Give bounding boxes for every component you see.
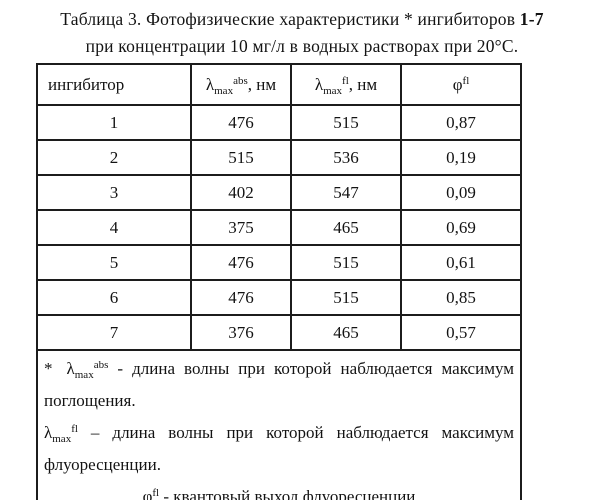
lambda-sub: max [323, 84, 343, 97]
cell-lambda-fl: 515 [290, 279, 402, 316]
cell-lambda-fl: 465 [290, 314, 402, 351]
footnote-abs-text: - длина волны при которой наблюдается ма… [44, 359, 514, 410]
col-header-phi-fl: φfl [400, 63, 522, 106]
footnote-phi: φfl - квантовый выход флуоресценции [44, 481, 514, 500]
cell-lambda-abs: 476 [190, 104, 292, 141]
footnote-abs: * λmaxabs - длина волны при которой наблю… [44, 353, 514, 417]
cell-phi: 0,57 [400, 314, 522, 351]
photophysics-table: ингибитор λmaxabs, нм λmaxfl, нм φfl 1 4… [36, 63, 522, 500]
cell-inhibitor: 3 [36, 174, 192, 211]
cell-lambda-abs: 515 [190, 139, 292, 176]
phi-symbol: φ [142, 487, 153, 500]
lambda-symbol: λ [66, 359, 75, 378]
lambda-sub: max [214, 84, 234, 97]
col-header-lambda-fl: λmaxfl, нм [290, 63, 402, 106]
table-caption: Таблица 3. Фотофизические характеристики… [22, 6, 582, 60]
lambda-sup: abs [233, 74, 248, 87]
lambda-sup: fl [342, 74, 349, 87]
caption-line-1: Таблица 3. Фотофизические характеристики… [22, 6, 582, 33]
table-row: 7 376 465 0,57 [36, 314, 522, 351]
cell-phi: 0,85 [400, 279, 522, 316]
footnote-fl: λmaxfl – длина волны при которой наблюда… [44, 417, 514, 481]
cell-inhibitor: 5 [36, 244, 192, 281]
cell-lambda-abs: 476 [190, 244, 292, 281]
cell-inhibitor: 2 [36, 139, 192, 176]
phi-symbol: φ [452, 74, 463, 94]
asterisk-marker: * [44, 359, 53, 378]
footnote-phi-text: - квантовый выход флуоресценции [159, 487, 416, 500]
footnote-fl-text: – длина волны при которой наблюдается ма… [44, 423, 514, 474]
lambda-sup: abs [93, 359, 109, 371]
caption-line-1-bold: 1-7 [519, 9, 544, 29]
unit-suffix: , нм [348, 74, 378, 94]
phi-sup: fl [462, 74, 470, 87]
lambda-sup: fl [71, 423, 78, 435]
caption-line-1-text: Таблица 3. Фотофизические характеристики… [60, 9, 520, 29]
document-page: Таблица 3. Фотофизические характеристики… [0, 6, 604, 500]
cell-inhibitor: 7 [36, 314, 192, 351]
cell-lambda-abs: 375 [190, 209, 292, 246]
cell-phi: 0,19 [400, 139, 522, 176]
cell-inhibitor: 1 [36, 104, 192, 141]
cell-lambda-fl: 515 [290, 244, 402, 281]
cell-lambda-fl: 536 [290, 139, 402, 176]
table-row: 4 375 465 0,69 [36, 209, 522, 246]
caption-line-2: при концентрации 10 мг/л в водных раство… [85, 36, 519, 56]
cell-inhibitor: 6 [36, 279, 192, 316]
col-header-lambda-abs: λmaxabs, нм [190, 63, 292, 106]
table-row: 3 402 547 0,09 [36, 174, 522, 211]
cell-lambda-fl: 515 [290, 104, 402, 141]
table-row: 2 515 536 0,19 [36, 139, 522, 176]
footnote-row: * λmaxabs - длина волны при которой наблю… [36, 349, 522, 500]
col-header-inhibitor: ингибитор [36, 63, 192, 106]
cell-phi: 0,61 [400, 244, 522, 281]
lambda-symbol: λ [44, 423, 53, 442]
table-row: 6 476 515 0,85 [36, 279, 522, 316]
lambda-symbol: λ [314, 74, 324, 94]
lambda-sub: max [52, 433, 72, 445]
cell-lambda-abs: 402 [190, 174, 292, 211]
cell-phi: 0,69 [400, 209, 522, 246]
unit-suffix: , нм [247, 74, 277, 94]
footnote-block: * λmaxabs - длина волны при которой наблю… [36, 349, 522, 500]
table-row: 5 476 515 0,61 [36, 244, 522, 281]
cell-lambda-abs: 476 [190, 279, 292, 316]
cell-phi: 0,87 [400, 104, 522, 141]
cell-phi: 0,09 [400, 174, 522, 211]
cell-lambda-fl: 547 [290, 174, 402, 211]
lambda-symbol: λ [205, 74, 215, 94]
cell-lambda-fl: 465 [290, 209, 402, 246]
header-row: ингибитор λmaxabs, нм λmaxfl, нм φfl [36, 63, 522, 106]
table-row: 1 476 515 0,87 [36, 104, 522, 141]
cell-lambda-abs: 376 [190, 314, 292, 351]
lambda-sub: max [74, 369, 94, 381]
cell-inhibitor: 4 [36, 209, 192, 246]
phi-sup: fl [152, 487, 160, 499]
